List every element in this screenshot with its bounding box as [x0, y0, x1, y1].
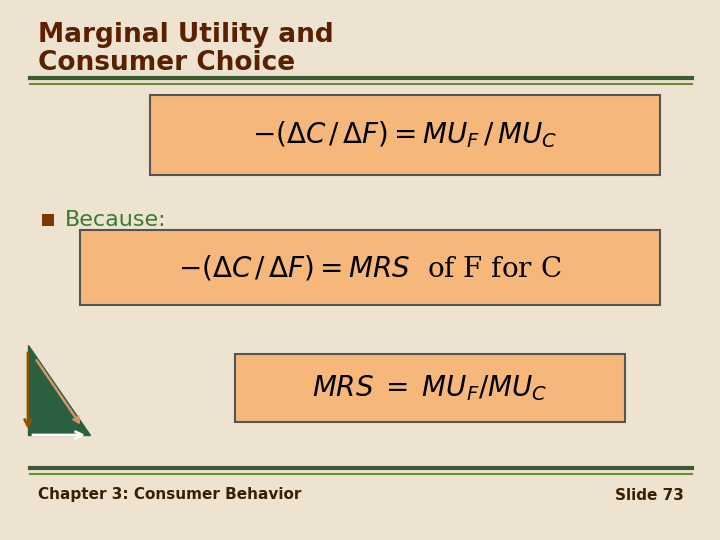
Text: Slide 73: Slide 73 [615, 488, 684, 503]
Text: Because:: Because: [65, 210, 166, 230]
Text: $\mathit{MRS}\;=\;MU_F/MU_C$: $\mathit{MRS}\;=\;MU_F/MU_C$ [312, 373, 548, 403]
Polygon shape [28, 345, 90, 435]
Text: $-\left(\Delta C\,/\,\Delta F\right)=\mathit{MRS}$  of F for C: $-\left(\Delta C\,/\,\Delta F\right)=\ma… [179, 253, 562, 282]
Text: Chapter 3: Consumer Behavior: Chapter 3: Consumer Behavior [38, 488, 302, 503]
FancyBboxPatch shape [80, 230, 660, 305]
Text: Consumer Choice: Consumer Choice [38, 50, 295, 76]
FancyBboxPatch shape [235, 354, 625, 422]
FancyBboxPatch shape [150, 95, 660, 175]
Text: Marginal Utility and: Marginal Utility and [38, 22, 334, 48]
Text: $-\left(\Delta C\,/\,\Delta F\right)=MU_F\,/\,MU_C$: $-\left(\Delta C\,/\,\Delta F\right)=MU_… [253, 119, 557, 151]
